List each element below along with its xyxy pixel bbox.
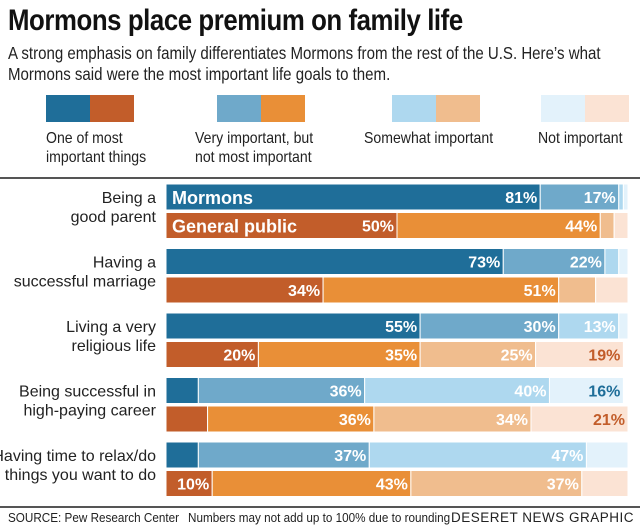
category-label-1: Having a successful marriage	[14, 255, 156, 291]
general-bar-0-seg-2	[599, 212, 615, 239]
mormons-value-label-2-1: 30%	[524, 319, 556, 336]
rounding-note: Numbers may not add up to 100% due to ro…	[188, 510, 451, 525]
general-value-label-2-2: 25%	[501, 348, 533, 365]
category-label-3: Being successful in high-paying career	[19, 384, 157, 420]
general-bar-4-seg-0	[165, 470, 213, 497]
general-bar-1-seg-0	[165, 276, 324, 304]
mormons-bar-4-seg-2	[368, 441, 587, 469]
mormons-bar-1-seg-2	[604, 248, 620, 275]
mormons-bar-4-seg-3	[585, 441, 629, 469]
mormons-bar-1-seg-3	[618, 248, 629, 275]
general-bar-2-seg-3	[535, 341, 624, 368]
general-value-label-1-1: 51%	[524, 283, 556, 300]
general-bar-2-seg-1	[257, 341, 421, 368]
general-bar-4-seg-2	[410, 470, 583, 497]
category-label-4: Having time to relax/do things you want t…	[0, 448, 156, 484]
general-bar-0-seg-0	[165, 212, 398, 239]
mormons-value-label-1-1: 22%	[570, 255, 602, 272]
mormons-value-label-1-0: 73%	[468, 255, 500, 272]
mormons-value-label-0-0: 81%	[505, 190, 537, 207]
legend-swatch-mormons-very	[217, 95, 261, 122]
general-bar-1-seg-1	[322, 276, 560, 304]
general-value-label-2-0: 20%	[223, 348, 255, 365]
category-label-2: Living a very religious life	[66, 319, 156, 355]
mormons-value-label-3-3: 16%	[588, 384, 620, 401]
mormons-bar-3-seg-1	[197, 377, 366, 404]
general-bar-1-seg-3	[595, 276, 629, 304]
mormons-value-label-3-2: 40%	[514, 384, 546, 401]
mormons-value-label-2-2: 13%	[584, 319, 616, 336]
category-label-0: Being a good parent	[71, 190, 157, 226]
legend-swatch-mormons-not	[541, 95, 585, 122]
general-value-label-0-0: 50%	[362, 219, 394, 236]
general-value-label-2-1: 35%	[385, 348, 417, 365]
top-rule	[0, 177, 640, 179]
mormons-bar-2-seg-1	[419, 312, 560, 340]
legend-swatch-general-not	[585, 95, 629, 122]
legend-label-very: Very important, but not most important	[195, 130, 314, 166]
general-value-label-1-0: 34%	[288, 283, 320, 300]
general-value-label-3-1: 36%	[339, 412, 371, 429]
chart-title: Mormons place premium on family life	[8, 4, 463, 37]
legend-swatch-general-very	[261, 95, 305, 122]
legend-swatch-general-most	[90, 95, 134, 122]
legend-label-most: One of most important things	[46, 130, 147, 166]
series-label-mormons: Mormons	[172, 188, 253, 208]
general-value-label-3-3: 21%	[593, 412, 625, 429]
mormons-value-label-4-1: 37%	[334, 448, 366, 465]
mormons-bar-0-seg-2	[618, 183, 624, 211]
general-value-label-3-2: 34%	[496, 412, 528, 429]
chart-subtitle: A strong emphasis on family differentiat…	[8, 43, 601, 84]
mormons-bar-2-seg-0	[165, 312, 421, 340]
legend-swatch-mormons-somewhat	[392, 95, 436, 122]
general-bar-3-seg-1	[207, 405, 375, 433]
general-value-label-4-0: 10%	[177, 477, 209, 494]
credit-text: DESERET NEWS GRAPHIC	[450, 510, 634, 525]
legend-swatch-general-somewhat	[436, 95, 480, 122]
general-bar-3-seg-2	[373, 405, 532, 433]
mormons-bar-2-seg-3	[618, 312, 629, 340]
mormons-bar-0-seg-1	[539, 183, 620, 211]
mormons-value-label-0-1: 17%	[584, 190, 616, 207]
mormons-bar-1-seg-1	[502, 248, 606, 275]
general-value-label-4-1: 43%	[376, 477, 408, 494]
bottom-rule	[0, 506, 640, 508]
general-bar-1-seg-2	[558, 276, 597, 304]
mormons-bar-3-seg-2	[364, 377, 550, 404]
mormons-bar-3-seg-3	[548, 377, 624, 404]
mormons-value-label-4-2: 47%	[551, 448, 583, 465]
general-bar-4-seg-1	[211, 470, 412, 497]
source-text: SOURCE: Pew Research Center	[8, 510, 180, 525]
general-value-label-4-2: 37%	[547, 477, 579, 494]
mormons-bar-1-seg-0	[165, 248, 504, 275]
mormons-bar-3-seg-0	[165, 377, 199, 404]
mormons-bar-0-seg-3	[622, 183, 629, 211]
mormons-bar-0-seg-0	[165, 183, 541, 211]
general-value-label-2-3: 19%	[588, 348, 620, 365]
general-bar-3-seg-3	[530, 405, 629, 433]
legend-label-somewhat: Somewhat important	[364, 130, 494, 147]
mormons-value-label-2-0: 55%	[385, 319, 417, 336]
legend-swatch-mormons-most	[46, 95, 90, 122]
general-bar-4-seg-3	[581, 470, 629, 497]
series-label-general-public: General public	[172, 217, 297, 237]
mormons-bar-4-seg-0	[165, 441, 199, 469]
legend-label-not: Not important	[538, 130, 623, 147]
general-bar-2-seg-2	[419, 341, 537, 368]
mormons-value-label-3-1: 36%	[330, 384, 362, 401]
general-bar-0-seg-3	[613, 212, 629, 239]
general-value-label-0-1: 44%	[565, 219, 597, 236]
general-bar-3-seg-0	[165, 405, 209, 433]
